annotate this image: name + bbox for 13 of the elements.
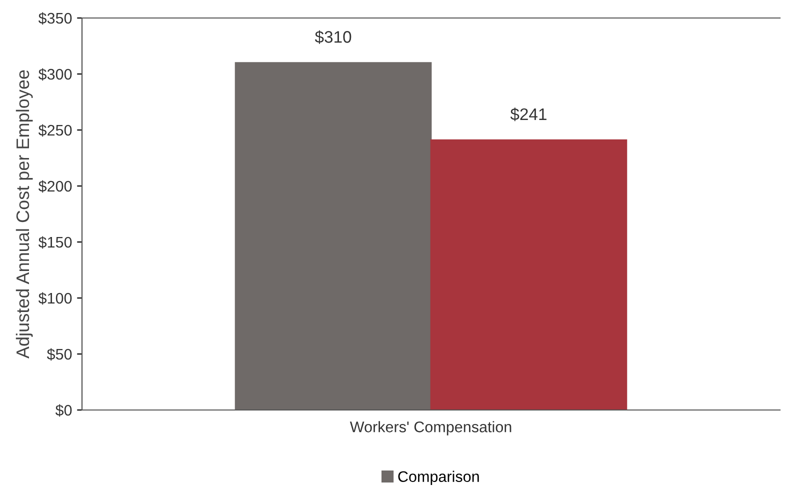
y-axis-title: Adjusted Annual Cost per Employee — [16, 70, 33, 358]
legend-label: Comparison — [398, 470, 479, 486]
y-tick-label: $50 — [46, 348, 72, 361]
y-tick-label: $200 — [38, 180, 72, 193]
y-tick-label: $100 — [38, 292, 72, 305]
y-tick-label: $350 — [38, 12, 72, 25]
y-tick-label: $250 — [38, 124, 72, 137]
data-label: $241 — [510, 108, 546, 122]
y-tick-label: $300 — [38, 68, 72, 81]
y-tick-label: $150 — [38, 236, 72, 249]
data-label: $310 — [314, 30, 352, 44]
y-tick-label: $0 — [55, 404, 72, 417]
x-tick-label: Workers' Compensation — [350, 421, 512, 436]
